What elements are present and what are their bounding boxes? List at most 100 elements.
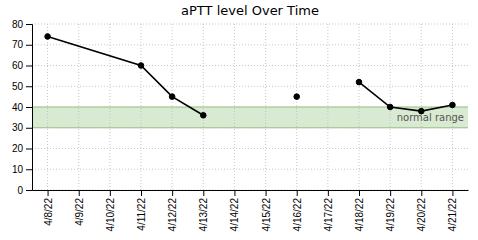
x-tick-label: 4/17/22 bbox=[323, 198, 334, 232]
grid-line-x bbox=[141, 24, 142, 190]
series-marker bbox=[169, 94, 175, 100]
chart: 4/8/22 4/9/22 4/10/22 4/11/22 4/12/22 4/13/22… bbox=[0, 0, 478, 240]
grid-line-x bbox=[265, 24, 266, 190]
y-tick-label: 20 bbox=[12, 143, 24, 154]
grid-line-y bbox=[32, 127, 468, 128]
x-tick-label: 4/15/22 bbox=[261, 198, 272, 232]
y-tick: 0 bbox=[17, 185, 32, 196]
x-tick-label: 4/16/22 bbox=[292, 198, 303, 232]
x-tick-mark bbox=[141, 190, 142, 196]
grid-line-y bbox=[32, 148, 468, 149]
x-tick-label: 4/8/22 bbox=[43, 198, 54, 226]
x-tick: 4/10/22 bbox=[105, 190, 116, 231]
y-tick-label: 50 bbox=[12, 81, 24, 92]
series bbox=[294, 94, 300, 100]
series bbox=[45, 34, 206, 118]
x-tick-mark bbox=[110, 190, 111, 196]
x-tick: 4/8/22 bbox=[43, 190, 54, 226]
series-marker bbox=[387, 104, 393, 110]
y-tick: 20 bbox=[12, 143, 32, 154]
grid bbox=[32, 24, 468, 190]
x-tick: 4/13/22 bbox=[198, 190, 209, 231]
y-tick: 10 bbox=[12, 164, 32, 175]
y-axis: 0 10 20 30 40 50 60 70 80 bbox=[12, 19, 33, 196]
x-tick-mark bbox=[390, 190, 391, 196]
x-tick: 4/16/22 bbox=[292, 190, 303, 231]
x-tick-label: 4/20/22 bbox=[416, 198, 427, 232]
x-tick: 4/19/22 bbox=[385, 190, 396, 231]
y-tick: 50 bbox=[12, 81, 32, 92]
x-tick: 4/9/22 bbox=[74, 190, 85, 226]
grid-line-y bbox=[32, 190, 468, 191]
x-tick-mark bbox=[234, 190, 235, 196]
y-tick-label: 70 bbox=[12, 39, 24, 50]
y-tick-label: 60 bbox=[12, 60, 24, 71]
y-tick: 70 bbox=[12, 39, 32, 50]
x-tick: 4/17/22 bbox=[323, 190, 334, 231]
y-tick: 60 bbox=[12, 60, 32, 71]
x-tick-label: 4/12/22 bbox=[167, 198, 178, 232]
grid-line-x bbox=[327, 24, 328, 190]
normal-range bbox=[32, 107, 468, 128]
series-marker bbox=[45, 34, 51, 40]
x-tick-label: 4/18/22 bbox=[354, 198, 365, 232]
y-tick-mark bbox=[26, 66, 32, 67]
normal-range-band bbox=[32, 107, 468, 128]
grid-line-x bbox=[421, 24, 422, 190]
y-tick: 30 bbox=[12, 122, 32, 133]
x-tick-mark bbox=[79, 190, 80, 196]
x-tick: 4/18/22 bbox=[354, 190, 365, 231]
x-tick-mark bbox=[266, 190, 267, 196]
series-marker bbox=[200, 113, 206, 119]
grid-line-y bbox=[32, 169, 468, 170]
grid-line-x bbox=[234, 24, 235, 190]
x-tick: 4/12/22 bbox=[167, 190, 178, 231]
grid-line-y bbox=[32, 24, 468, 25]
grid-line-x bbox=[172, 24, 173, 190]
series-marker bbox=[294, 94, 300, 100]
y-axis-line bbox=[26, 25, 33, 191]
normal-range-border bbox=[32, 107, 468, 108]
grid-line-y bbox=[32, 107, 468, 108]
x-axis: 4/8/22 4/9/22 4/10/22 4/11/22 4/12/22 4/13/22… bbox=[33, 190, 469, 231]
plot: 4/8/22 4/9/22 4/10/22 4/11/22 4/12/22 4/13/22… bbox=[12, 19, 469, 232]
x-tick-label: 4/10/22 bbox=[105, 198, 116, 232]
y-tick-label: 0 bbox=[17, 185, 23, 196]
y-tick: 40 bbox=[12, 102, 32, 113]
y-tick-mark bbox=[26, 190, 32, 191]
title: aPTT level Over Time bbox=[181, 3, 319, 18]
series-marker bbox=[356, 79, 362, 85]
x-tick-label: 4/14/22 bbox=[229, 198, 240, 232]
series-marker bbox=[450, 102, 456, 108]
grid-line-x bbox=[47, 24, 48, 190]
x-tick-mark bbox=[421, 190, 422, 196]
x-tick: 4/15/22 bbox=[261, 190, 272, 231]
x-tick-mark bbox=[297, 190, 298, 196]
x-tick-mark bbox=[48, 190, 49, 196]
grid-line-x bbox=[359, 24, 360, 190]
series bbox=[356, 79, 455, 114]
x-tick-label: 4/11/22 bbox=[136, 198, 147, 231]
y-tick-mark bbox=[26, 24, 32, 25]
grid-line-x bbox=[109, 24, 110, 190]
x-tick-mark bbox=[172, 190, 173, 196]
y-tick-mark bbox=[26, 45, 32, 46]
x-tick-label: 4/9/22 bbox=[74, 198, 85, 226]
normal-range-label: normal range bbox=[397, 112, 464, 123]
grid-line-y bbox=[32, 44, 468, 45]
x-tick-label: 4/21/22 bbox=[447, 198, 458, 232]
x-tick: 4/21/22 bbox=[447, 190, 458, 231]
x-tick-mark bbox=[452, 190, 453, 196]
x-tick: 4/14/22 bbox=[229, 190, 240, 231]
x-tick-label: 4/19/22 bbox=[385, 198, 396, 232]
x-tick-mark bbox=[328, 190, 329, 196]
y-tick-label: 40 bbox=[12, 102, 24, 113]
normal-range-border bbox=[32, 127, 468, 128]
x-tick-label: 4/13/22 bbox=[198, 198, 209, 232]
series-marker bbox=[138, 63, 144, 69]
grid-line-x bbox=[78, 24, 79, 190]
y-tick-label: 80 bbox=[12, 19, 24, 30]
y-tick-mark bbox=[26, 169, 32, 170]
series-line bbox=[48, 36, 204, 115]
y-tick-label: 30 bbox=[12, 122, 24, 133]
